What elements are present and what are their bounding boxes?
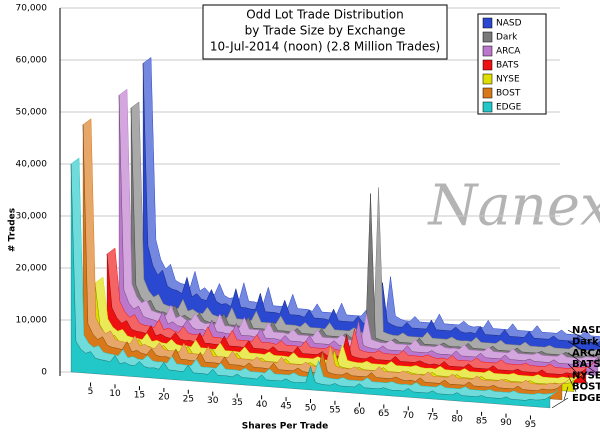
x-tick-label: 95 <box>525 420 536 430</box>
x-tick-label: 25 <box>183 394 194 404</box>
x-tick-label: 20 <box>158 392 170 402</box>
series-label: NYSE <box>572 370 600 381</box>
series-label-tick <box>551 397 569 409</box>
x-tick-label: 40 <box>256 400 268 410</box>
y-tick-label: 60,000 <box>16 56 48 66</box>
x-tick-label: 50 <box>305 403 317 413</box>
title-box <box>202 4 448 60</box>
x-tick-label: 5 <box>88 387 94 397</box>
series-area <box>70 163 551 409</box>
y-tick-label: 10,000 <box>16 316 48 326</box>
series-label-tick <box>567 375 577 392</box>
legend-label: ARCA <box>496 47 521 57</box>
x-tick-label: 70 <box>403 411 415 421</box>
y-tick-label: 50,000 <box>16 108 48 118</box>
x-tick-label: 15 <box>134 391 145 401</box>
series-label-tick <box>567 329 600 348</box>
x-axis-label: Shares Per Trade <box>242 422 328 432</box>
y-tick-label: 0 <box>41 368 47 378</box>
y-tick-label: 20,000 <box>16 264 48 274</box>
x-tick-label: 10 <box>109 389 121 399</box>
series-label-tick <box>567 363 589 384</box>
legend-swatch <box>482 31 493 43</box>
x-tick-label: 55 <box>329 405 340 415</box>
y-tick-label: 40,000 <box>16 160 48 170</box>
series-label: Dark <box>572 337 599 348</box>
chart-title: by Trade Size by Exchange <box>245 24 406 38</box>
watermark: Nanex <box>426 174 600 239</box>
x-tick-label: 75 <box>427 413 438 423</box>
legend-swatch <box>482 45 493 57</box>
legend-label: EDGE <box>496 103 522 113</box>
chart-title: 10-Jul-2014 (noon) (2.8 Million Trades) <box>210 40 440 54</box>
series-label: BATS <box>572 359 600 370</box>
x-tick-label: 85 <box>476 416 487 426</box>
chart-title: Odd Lot Trade Distribution <box>246 8 404 22</box>
series-label-tick <box>567 341 600 361</box>
legend-label: NASD <box>496 19 522 29</box>
series-label-tick <box>563 386 569 400</box>
series-label: BOST <box>572 382 600 393</box>
x-tick-label: 60 <box>354 407 366 417</box>
x-tick-label: 30 <box>207 396 219 406</box>
legend-label: NYSE <box>496 75 520 85</box>
series-label: ARCA <box>572 348 600 359</box>
legend-label: BOST <box>496 89 521 99</box>
legend-swatch <box>482 59 493 71</box>
legend-label: Dark <box>496 33 518 43</box>
series-label: NASD <box>572 325 600 336</box>
x-tick-label: 65 <box>378 409 389 419</box>
x-tick-label: 90 <box>500 418 512 428</box>
x-tick-label: 35 <box>231 398 242 408</box>
plot-area <box>59 7 600 409</box>
legend-swatch <box>482 101 493 113</box>
series-label-tick <box>567 352 600 376</box>
legend-swatch <box>482 73 493 85</box>
series-label: EDGE <box>572 393 600 404</box>
legend-swatch <box>482 87 493 99</box>
legend-label: BATS <box>496 61 519 71</box>
x-tick-label: 45 <box>280 402 291 412</box>
y-tick-label: 30,000 <box>16 212 48 222</box>
legend-swatch <box>482 17 493 29</box>
y-axis-label: # Trades <box>8 208 18 252</box>
y-tick-label: 70,000 <box>16 4 48 14</box>
x-tick-label: 80 <box>451 414 463 424</box>
